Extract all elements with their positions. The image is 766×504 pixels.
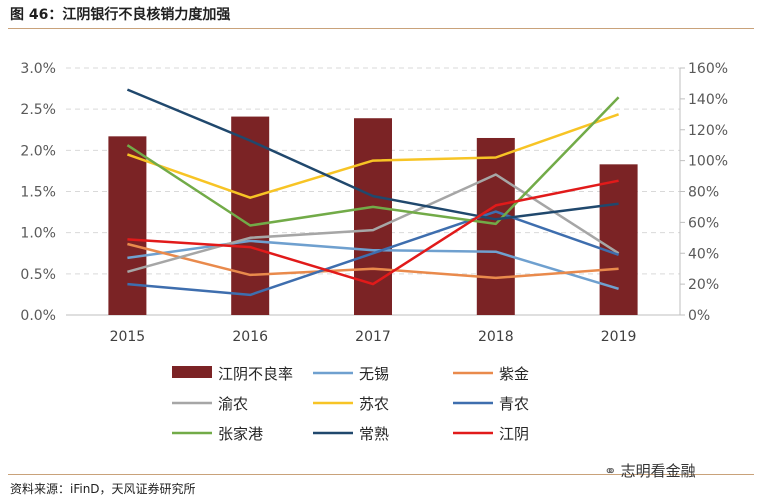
left-tick-label: 0.5% — [20, 267, 56, 283]
line-series — [126, 88, 620, 297]
legend-label: 青农 — [499, 395, 529, 413]
legend-label: 渝农 — [218, 395, 248, 413]
series-line — [127, 242, 619, 280]
right-tick-label: 140% — [688, 92, 728, 108]
bar — [354, 118, 392, 316]
x-tick-label: 2017 — [355, 329, 391, 345]
left-tick-label: 1.5% — [20, 185, 56, 201]
title-divider — [8, 28, 754, 29]
wechat-icon: ⚭ — [604, 462, 617, 480]
right-tick-label: 0% — [688, 308, 710, 324]
right-tick-label: 160% — [688, 61, 728, 77]
series-line — [127, 173, 620, 274]
right-tick-label: 80% — [688, 185, 719, 201]
legend-label: 紫金 — [499, 365, 529, 383]
legend-label: 江阴 — [499, 425, 529, 443]
left-tick-label: 1.0% — [20, 226, 56, 242]
source-note: 资料来源：iFinD，天风证券研究所 — [10, 482, 196, 496]
series-line — [127, 210, 620, 297]
x-tick-label: 2019 — [601, 329, 637, 345]
series-line — [126, 96, 620, 227]
legend-label: 江阴不良率 — [218, 365, 293, 383]
series-line — [126, 113, 620, 199]
x-tick-label: 2015 — [110, 329, 146, 345]
chart: 0.0% 0.5% 1.0% 1.5% 2.0% 2.5% 3.0% 0% 20% 40% 60%… — [20, 61, 728, 443]
series-line — [126, 88, 619, 221]
left-tick-label: 2.0% — [20, 143, 56, 159]
footer-divider — [8, 474, 754, 475]
watermark-text: 志明看金融 — [620, 462, 696, 480]
right-tick-label: 120% — [688, 123, 728, 139]
bar — [476, 137, 515, 315]
page-title: 图 46：江阴银行不良核销力度加强 — [10, 7, 231, 23]
left-axis-ticks: 0.0% 0.5% 1.0% 1.5% 2.0% 2.5% 3.0% — [20, 61, 56, 324]
legend-label: 常熟 — [359, 425, 389, 443]
right-tick-label: 40% — [688, 246, 719, 262]
bar — [599, 164, 638, 315]
bar-series — [108, 116, 638, 316]
bar — [108, 136, 147, 315]
right-tick-label: 20% — [688, 277, 719, 293]
legend-label: 无锡 — [359, 365, 389, 383]
watermark: ⚭ 志明看金融 — [604, 460, 696, 481]
x-tick-label: 2018 — [478, 329, 514, 345]
series-line — [127, 179, 619, 286]
x-axis-ticks: 2015 2016 2017 2018 2019 — [110, 329, 637, 345]
right-tick-label: 100% — [688, 154, 728, 170]
left-tick-label: 0.0% — [20, 308, 56, 324]
x-tick-label: 2016 — [232, 329, 268, 345]
left-tick-label: 2.5% — [20, 102, 56, 118]
series-line — [127, 239, 619, 290]
right-tick-label: 60% — [688, 215, 719, 231]
left-tick-label: 3.0% — [20, 61, 56, 77]
legend-swatch — [172, 366, 212, 378]
legend-label: 张家港 — [218, 425, 263, 443]
right-axis-ticks: 0% 20% 40% 60% 80% 100% 120% 140% 160% — [680, 61, 728, 324]
legend-label: 苏农 — [359, 395, 389, 413]
